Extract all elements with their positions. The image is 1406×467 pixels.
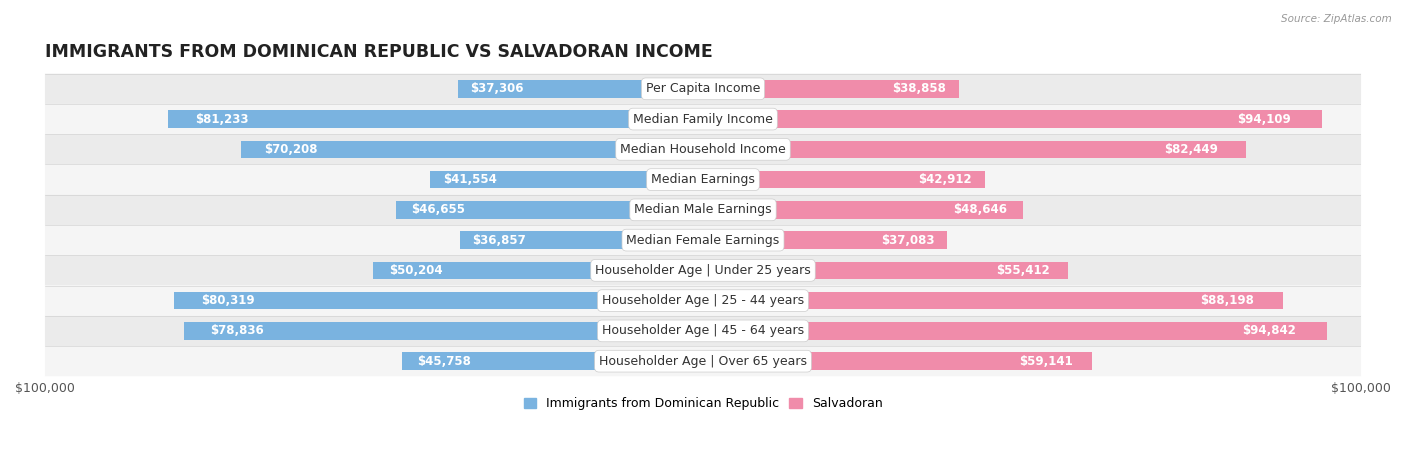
Bar: [396, 201, 703, 219]
Text: $50,204: $50,204: [389, 264, 443, 277]
Text: IMMIGRANTS FROM DOMINICAN REPUBLIC VS SALVADORAN INCOME: IMMIGRANTS FROM DOMINICAN REPUBLIC VS SA…: [45, 43, 713, 61]
Text: Source: ZipAtlas.com: Source: ZipAtlas.com: [1281, 14, 1392, 24]
FancyBboxPatch shape: [45, 316, 1361, 346]
Text: Per Capita Income: Per Capita Income: [645, 82, 761, 95]
Text: $78,836: $78,836: [209, 325, 264, 337]
Text: $41,554: $41,554: [443, 173, 498, 186]
Text: Median Male Earnings: Median Male Earnings: [634, 203, 772, 216]
Legend: Immigrants from Dominican Republic, Salvadoran: Immigrants from Dominican Republic, Salv…: [519, 392, 887, 416]
FancyBboxPatch shape: [45, 346, 1361, 376]
FancyBboxPatch shape: [45, 104, 1361, 134]
Bar: [402, 353, 703, 370]
Bar: [430, 171, 703, 188]
Text: $42,912: $42,912: [918, 173, 972, 186]
Text: $55,412: $55,412: [995, 264, 1049, 277]
Text: $94,842: $94,842: [1241, 325, 1296, 337]
Bar: [460, 231, 703, 249]
Bar: [703, 141, 1246, 158]
Bar: [703, 80, 959, 98]
Text: $94,109: $94,109: [1237, 113, 1291, 126]
Text: $59,141: $59,141: [1019, 354, 1073, 368]
Text: $38,858: $38,858: [891, 82, 946, 95]
Bar: [703, 292, 1284, 310]
Text: Median Female Earnings: Median Female Earnings: [627, 234, 779, 247]
Bar: [174, 292, 703, 310]
Bar: [703, 231, 948, 249]
Bar: [240, 141, 703, 158]
Bar: [703, 110, 1322, 128]
Bar: [703, 322, 1327, 340]
Text: Median Household Income: Median Household Income: [620, 143, 786, 156]
FancyBboxPatch shape: [45, 195, 1361, 225]
Text: $81,233: $81,233: [195, 113, 249, 126]
Text: $46,655: $46,655: [412, 203, 465, 216]
Text: $45,758: $45,758: [418, 354, 471, 368]
Bar: [703, 353, 1092, 370]
Bar: [703, 262, 1067, 279]
Bar: [703, 201, 1024, 219]
FancyBboxPatch shape: [45, 74, 1361, 104]
FancyBboxPatch shape: [45, 225, 1361, 255]
FancyBboxPatch shape: [45, 285, 1361, 316]
Text: Householder Age | Under 25 years: Householder Age | Under 25 years: [595, 264, 811, 277]
Text: Householder Age | Over 65 years: Householder Age | Over 65 years: [599, 354, 807, 368]
Text: $88,198: $88,198: [1201, 294, 1254, 307]
Text: $37,083: $37,083: [882, 234, 935, 247]
Text: Median Family Income: Median Family Income: [633, 113, 773, 126]
Text: $37,306: $37,306: [470, 82, 523, 95]
Text: $80,319: $80,319: [201, 294, 254, 307]
FancyBboxPatch shape: [45, 164, 1361, 195]
Text: Householder Age | 25 - 44 years: Householder Age | 25 - 44 years: [602, 294, 804, 307]
Bar: [184, 322, 703, 340]
FancyBboxPatch shape: [45, 255, 1361, 285]
Text: Median Earnings: Median Earnings: [651, 173, 755, 186]
Text: $82,449: $82,449: [1164, 143, 1219, 156]
Text: $70,208: $70,208: [264, 143, 318, 156]
Bar: [457, 80, 703, 98]
Text: $48,646: $48,646: [953, 203, 1007, 216]
Bar: [373, 262, 703, 279]
Text: Householder Age | 45 - 64 years: Householder Age | 45 - 64 years: [602, 325, 804, 337]
FancyBboxPatch shape: [45, 134, 1361, 164]
Bar: [703, 171, 986, 188]
Text: $36,857: $36,857: [472, 234, 526, 247]
Bar: [169, 110, 703, 128]
